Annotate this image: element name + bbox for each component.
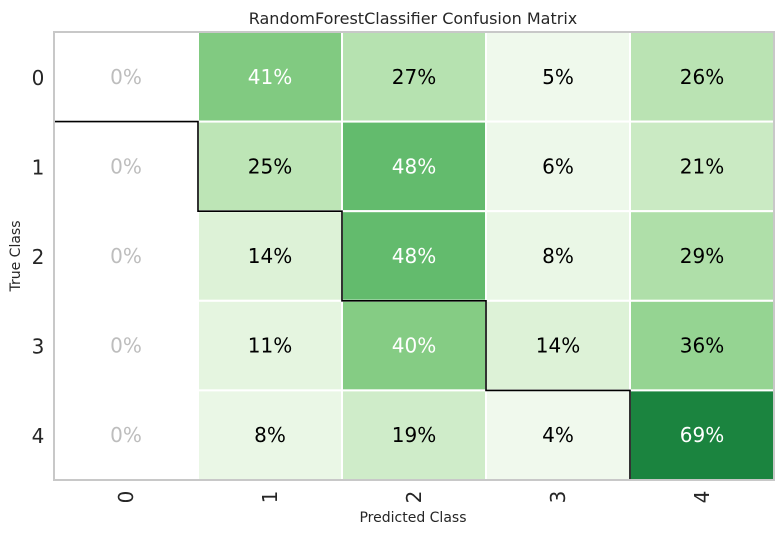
- heatmap-cell: [197, 299, 343, 392]
- heatmap-cell: [197, 31, 343, 123]
- cell-value-label: 0%: [110, 244, 142, 268]
- diagonal-outline: [54, 120, 774, 481]
- cell-value-label: 11%: [248, 334, 292, 358]
- cell-value-label: 0%: [110, 423, 142, 447]
- cell-value-label: 25%: [248, 154, 292, 178]
- cell-value-label: 48%: [392, 154, 436, 178]
- cell-value-label: 40%: [392, 334, 436, 358]
- cell-value-label: 48%: [392, 244, 436, 268]
- x-tick-label: 0: [114, 491, 138, 504]
- heatmap-cell: [341, 389, 487, 481]
- y-tick-label: 2: [32, 245, 45, 269]
- cell-value-label: 21%: [680, 154, 724, 178]
- x-tick-label: 4: [690, 491, 714, 504]
- y-tick-label: 0: [32, 66, 45, 90]
- cell-value-label: 19%: [392, 423, 436, 447]
- x-axis-label: Predicted Class: [359, 510, 466, 526]
- cell-value-label: 29%: [680, 244, 724, 268]
- cell-value-label: 0%: [110, 334, 142, 358]
- heatmap-cell: [629, 120, 775, 213]
- y-tick-labels: 0 1 2 3 4: [32, 66, 45, 448]
- heatmap-cell: [629, 299, 775, 392]
- cell-value-label: 8%: [542, 244, 574, 268]
- cell-value-label: 5%: [542, 65, 574, 89]
- plot-frame: [53, 31, 775, 481]
- cell-value-label: 4%: [542, 423, 574, 447]
- cell-value-label: 14%: [248, 244, 292, 268]
- cell-value-label: 14%: [536, 334, 580, 358]
- cell-value-label: 8%: [254, 423, 286, 447]
- y-tick-label: 4: [32, 424, 45, 448]
- cell-value-label: 0%: [110, 154, 142, 178]
- heatmap-cell: [341, 299, 487, 392]
- y-axis-label: True Class: [8, 220, 24, 292]
- heatmap-cell: [485, 299, 631, 392]
- cell-value-label: 26%: [680, 65, 724, 89]
- cell-value-label: 27%: [392, 65, 436, 89]
- cell-value-label: 69%: [680, 423, 724, 447]
- heatmap-cell: [53, 31, 199, 123]
- chart-title: RandomForestClassifier Confusion Matrix: [249, 9, 578, 28]
- heatmap-cell: [53, 389, 199, 481]
- heatmap-cells: 0% 41% 27% 5% 26% 0% 25% 48% 6% 21% 0% 14% 48% 8% 29% 0…: [53, 31, 775, 481]
- cell-value-label: 41%: [248, 65, 292, 89]
- diagonal-staircase: [54, 120, 774, 481]
- heatmap-cell: [197, 210, 343, 302]
- heatmap-cell: [629, 389, 775, 481]
- cell-value-label: 0%: [110, 65, 142, 89]
- x-tick-label: 3: [546, 491, 570, 504]
- x-tick-label: 1: [258, 491, 282, 504]
- cell-value-label: 6%: [542, 154, 574, 178]
- x-tick-label: 2: [402, 491, 426, 504]
- cell-value-label: 36%: [680, 334, 724, 358]
- heatmap-cell: [485, 210, 631, 302]
- heatmap-cell: [197, 389, 343, 481]
- y-tick-label: 1: [32, 155, 45, 179]
- y-tick-label: 3: [32, 335, 45, 359]
- heatmap-cell: [341, 120, 487, 213]
- x-tick-labels: 0 1 2 3 4: [114, 491, 714, 504]
